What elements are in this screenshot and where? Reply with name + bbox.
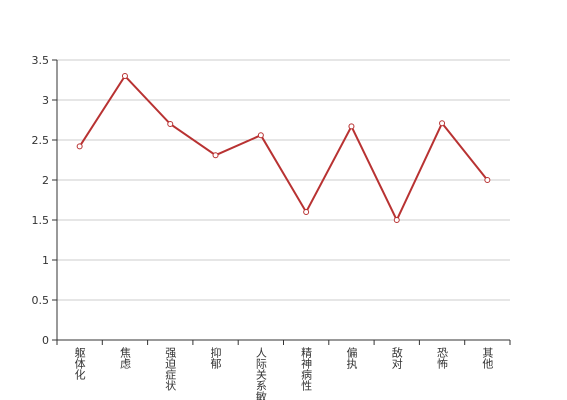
y-tick-label: 1 <box>42 254 49 267</box>
point <box>439 120 446 127</box>
point <box>303 209 310 215</box>
point <box>167 121 174 127</box>
point <box>348 123 355 130</box>
point <box>76 143 83 150</box>
y-tick-label: 0.5 <box>32 294 50 307</box>
line <box>78 74 489 223</box>
x-tick-label: 强迫症状 <box>164 347 177 391</box>
x-tick-label: 偏执 <box>345 346 358 370</box>
x-tick-label: 躯体化 <box>73 347 86 381</box>
x-tick-label: 其他 <box>481 347 494 369</box>
point <box>212 152 219 159</box>
point <box>484 177 491 183</box>
y-tick-label: 2.5 <box>32 134 50 147</box>
point <box>393 217 400 223</box>
x-tick-label: 人际关系敏感 <box>254 347 267 400</box>
x-tick-label: 敌对 <box>390 346 403 369</box>
y-tick-label: 2 <box>42 174 49 187</box>
y-tick-label: 1.5 <box>32 214 50 227</box>
point <box>121 73 128 79</box>
point <box>257 132 264 139</box>
x-tick-label: 恐怖 <box>436 347 449 369</box>
y-tick-label: 3 <box>42 94 49 107</box>
x-tick-label: 焦虑 <box>118 347 131 369</box>
x-tick-label: 精神病性 <box>300 347 313 392</box>
y-tick-label: 0 <box>42 334 49 347</box>
y-tick-label: 3.5 <box>32 54 50 67</box>
x-tick-label: 抑郁 <box>209 346 222 369</box>
